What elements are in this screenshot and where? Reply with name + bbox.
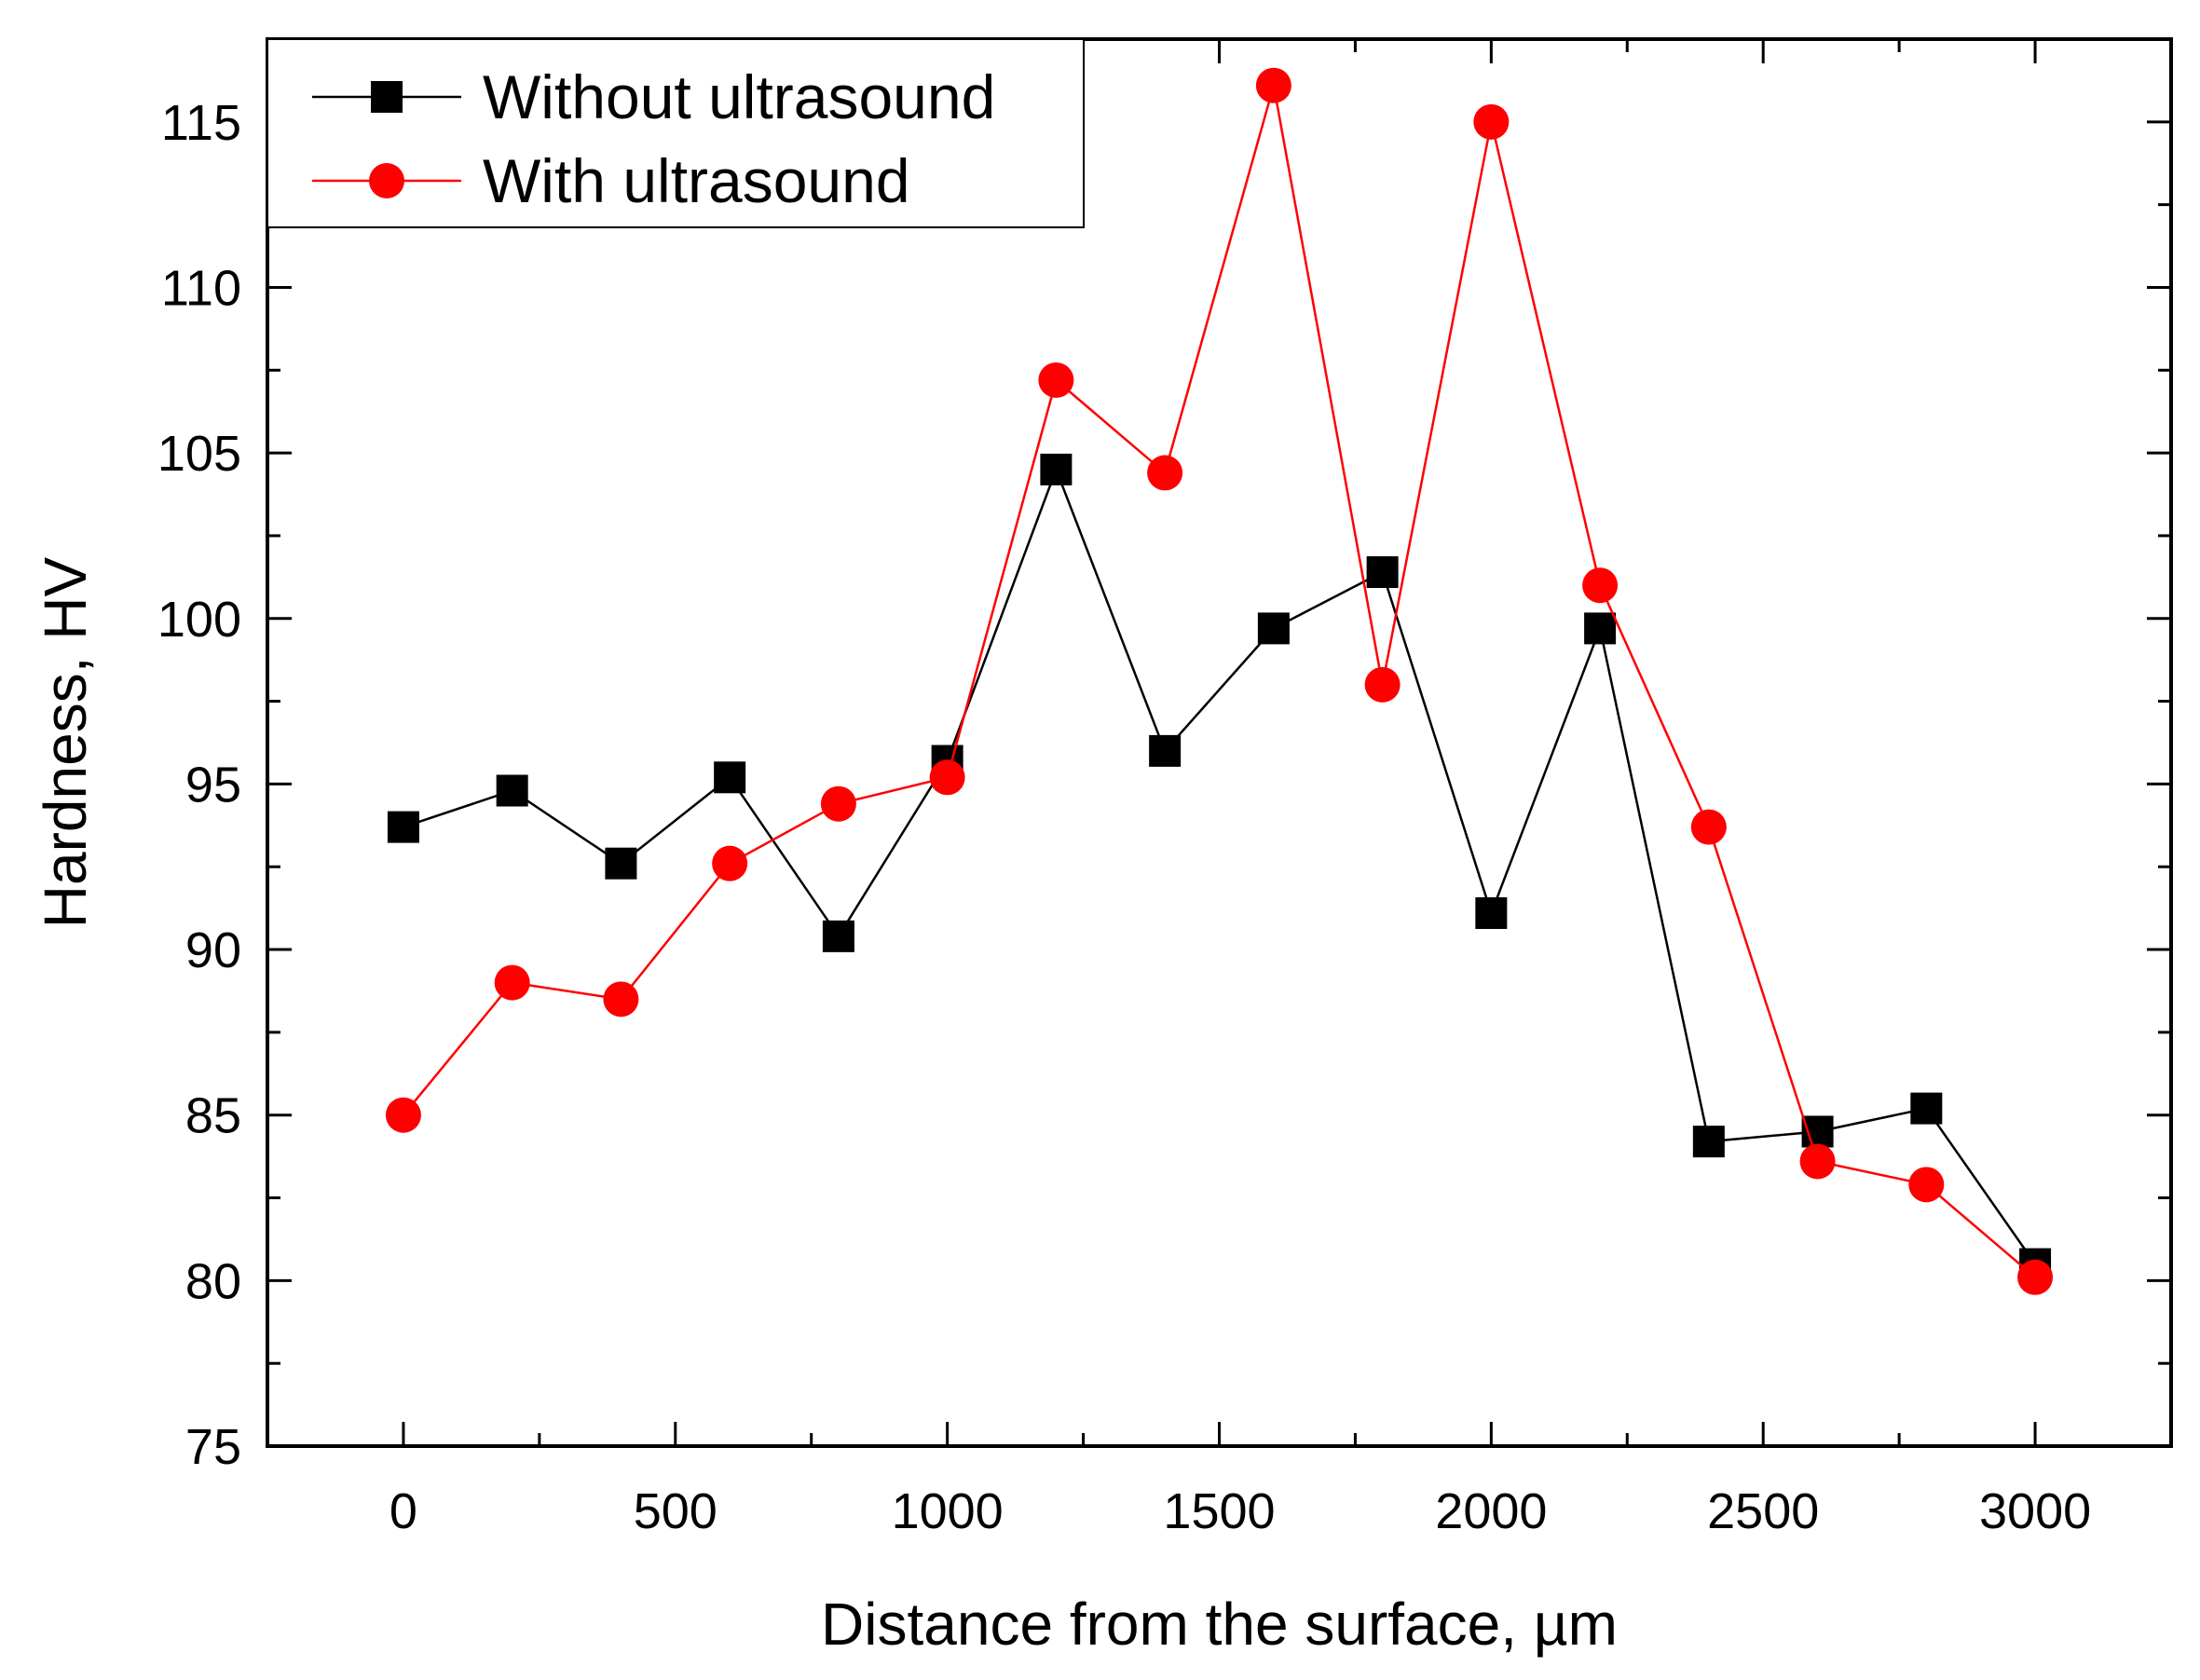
legend-item: Without ultrasound — [312, 62, 995, 131]
y-tick-label: 85 — [185, 1088, 241, 1144]
legend-item: With ultrasound — [312, 146, 910, 215]
data-point — [1040, 453, 1073, 485]
data-point — [1690, 809, 1727, 845]
data-point — [1149, 734, 1182, 767]
data-point — [387, 811, 419, 843]
data-point — [1147, 455, 1183, 491]
series-line — [402, 85, 2036, 1278]
y-tick-label: 95 — [185, 757, 241, 813]
y-tick-label: 80 — [185, 1253, 241, 1309]
legend-marker — [371, 81, 403, 113]
data-point — [1584, 612, 1617, 645]
y-tick-label: 110 — [161, 260, 241, 316]
x-axis-title: Distance from the surface, µm — [821, 1591, 1618, 1658]
data-point — [605, 847, 637, 880]
data-point — [1366, 556, 1399, 589]
series-line — [403, 466, 2037, 1265]
data-point — [1473, 103, 1510, 140]
data-point — [929, 759, 965, 796]
data-point — [1257, 612, 1290, 645]
y-axis-title: Hardness, HV — [32, 557, 99, 929]
data-point — [1910, 1092, 1943, 1125]
data-point — [1364, 666, 1401, 703]
legend-label: Without ultrasound — [483, 62, 995, 131]
data-point — [1908, 1167, 1945, 1203]
plot-frame — [266, 37, 2173, 1448]
data-point — [385, 1097, 421, 1133]
data-point — [714, 761, 746, 794]
x-tick-label: 3000 — [1979, 1483, 2091, 1539]
y-tick-label: 105 — [157, 426, 241, 482]
data-point — [494, 964, 530, 1001]
data-point — [2017, 1259, 2054, 1295]
data-point — [1799, 1143, 1836, 1180]
legend: Without ultrasound With ultrasound — [266, 38, 1085, 228]
x-tick-label: 500 — [634, 1483, 717, 1539]
legend-box — [266, 38, 1085, 228]
data-point — [1801, 1115, 1834, 1148]
data-point — [822, 920, 854, 952]
y-tick-label: 75 — [185, 1419, 241, 1475]
data-point — [1038, 362, 1074, 398]
data-point — [603, 981, 639, 1018]
x-tick-label: 0 — [389, 1483, 417, 1539]
series-layer — [385, 67, 2054, 1295]
data-point — [820, 785, 856, 822]
data-point — [712, 845, 748, 881]
data-point — [1692, 1126, 1725, 1158]
data-point — [1255, 67, 1291, 103]
legend-label: With ultrasound — [483, 146, 910, 215]
data-point — [1582, 567, 1619, 604]
data-point — [496, 774, 528, 807]
series-with-ultrasound — [385, 67, 2054, 1295]
tick-labels: 0 500 1000 1500 2000 2500 3000 75 80 85 90 95 100 105… — [157, 95, 2091, 1539]
y-tick-label: 100 — [157, 592, 241, 648]
y-tick-label: 115 — [161, 95, 241, 151]
x-tick-label: 2500 — [1707, 1483, 1819, 1539]
y-tick-label: 90 — [185, 922, 241, 978]
x-tick-label: 2000 — [1435, 1483, 1547, 1539]
x-tick-label: 1000 — [892, 1483, 1004, 1539]
x-tick-label: 1500 — [1163, 1483, 1275, 1539]
data-point — [1475, 896, 1508, 929]
legend-marker — [369, 163, 404, 198]
